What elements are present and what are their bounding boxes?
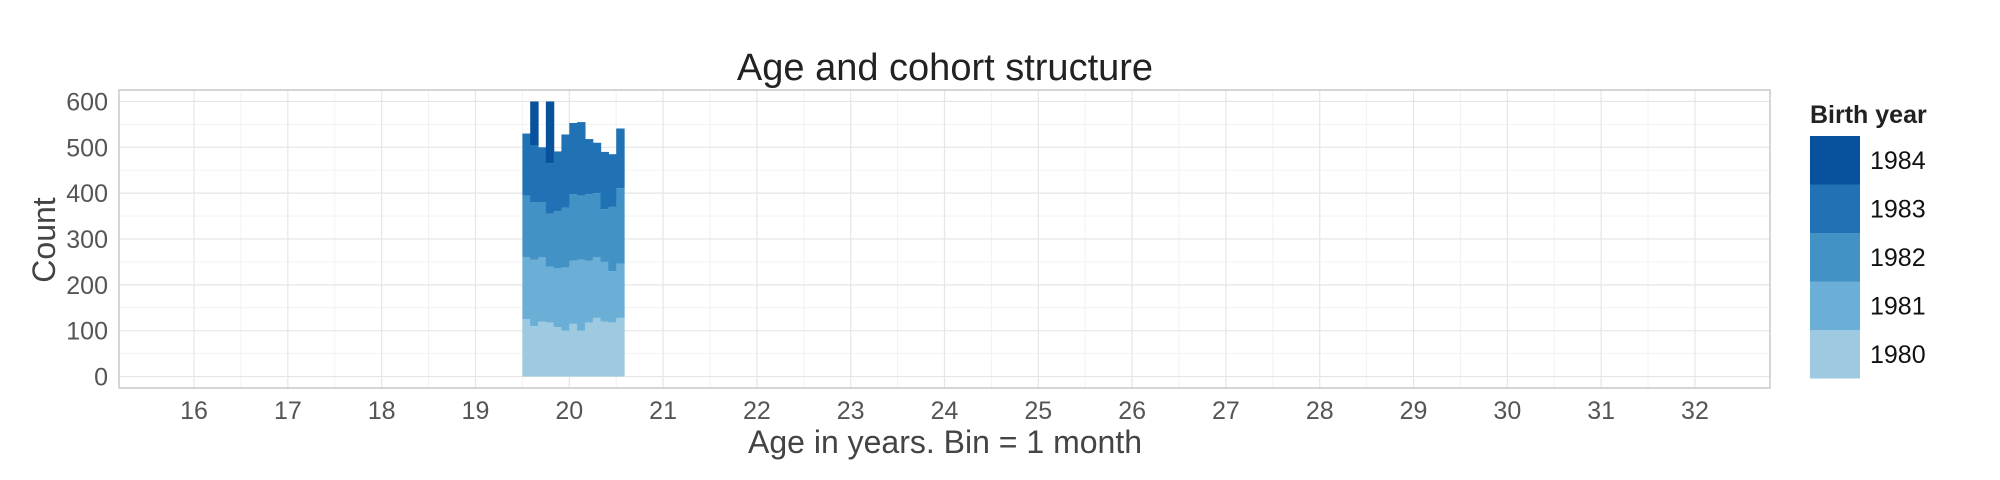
legend-label: 1981 (1870, 293, 1926, 321)
bar-segment-1983 (592, 142, 602, 194)
bar-segment-1980 (592, 317, 602, 377)
bar-segment-1980 (553, 327, 563, 377)
bar-segment-1982 (561, 207, 570, 268)
legend-label: 1980 (1870, 341, 1926, 369)
x-tick-label: 23 (837, 397, 865, 425)
bar-segment-1983 (530, 145, 539, 203)
bar-segment-1982 (608, 206, 617, 272)
y-tick-label: 100 (66, 318, 108, 346)
x-tick-label: 29 (1400, 397, 1428, 425)
bar-segment-1984 (545, 101, 555, 164)
grid-major (119, 90, 1770, 388)
bars (522, 101, 625, 377)
x-axis-ticks: 16 17 18 19 20 21 22 23 24 25 26 27 28 29 30 31 32 (180, 397, 1709, 425)
bar-segment-1983 (616, 128, 625, 189)
y-axis-title: Count (26, 197, 62, 283)
bar-segment-1982 (577, 195, 586, 260)
x-tick-label: 18 (368, 397, 396, 425)
bar-segment-1982 (545, 213, 555, 267)
bar-segment-1981 (592, 257, 602, 318)
chart-title: Age and cohort structure (737, 47, 1153, 89)
x-tick-label: 20 (555, 397, 583, 425)
bar-segment-1981 (600, 261, 609, 322)
y-tick-label: 400 (66, 180, 108, 208)
y-tick-label: 500 (66, 134, 108, 162)
x-tick-label: 21 (649, 397, 677, 425)
bar-segment-1983 (600, 151, 609, 210)
bar-segment-1980 (530, 326, 539, 377)
bar-segment-1981 (530, 259, 539, 327)
x-tick-label: 25 (1024, 397, 1052, 425)
bar-segment-1981 (608, 271, 617, 323)
bar-segment-1981 (569, 260, 578, 324)
bar-segment-1980 (545, 322, 555, 377)
bar-segment-1980 (600, 321, 609, 377)
bar-segment-1984 (530, 101, 539, 146)
bar-segment-1983 (584, 139, 594, 195)
x-tick-label: 16 (180, 397, 208, 425)
y-tick-label: 600 (66, 88, 108, 116)
bar-segment-1983 (545, 163, 555, 214)
legend-swatch (1810, 281, 1860, 330)
y-axis-ticks: 0 100 200 300 400 500 600 (66, 88, 108, 391)
x-tick-label: 31 (1587, 397, 1615, 425)
legend-label: 1983 (1870, 196, 1926, 224)
bar-segment-1983 (608, 154, 617, 207)
bar-segment-1983 (577, 122, 586, 196)
x-tick-label: 22 (743, 397, 771, 425)
legend-label: 1984 (1870, 147, 1926, 175)
bar-segment-1982 (616, 188, 625, 264)
legend-title: Birth year (1810, 101, 1927, 129)
bar-segment-1980 (584, 322, 594, 377)
bar-segment-1983 (537, 147, 547, 203)
bar-segment-1981 (561, 267, 570, 331)
legend-swatch (1810, 136, 1860, 185)
legend-swatch (1810, 184, 1860, 233)
bar-segment-1982 (584, 194, 594, 261)
legend-label: 1982 (1870, 244, 1926, 272)
bar-segment-1982 (592, 193, 602, 258)
bar-segment-1980 (577, 330, 586, 377)
bar-segment-1982 (569, 194, 578, 261)
bar-segment-1980 (616, 317, 625, 377)
x-tick-label: 32 (1681, 397, 1709, 425)
bar-segment-1981 (577, 259, 586, 331)
bar-segment-1982 (553, 211, 563, 269)
legend: Birth year 1984 1983 1982 1981 1980 (1810, 101, 1927, 379)
bar-segment-1983 (569, 123, 578, 195)
bar-segment-1981 (616, 263, 625, 318)
bar-segment-1983 (561, 134, 570, 208)
x-tick-label: 17 (274, 397, 302, 425)
bar-segment-1983 (553, 151, 563, 212)
bar-segment-1982 (522, 195, 531, 258)
bar-segment-1980 (537, 321, 547, 377)
bar-segment-1981 (537, 257, 547, 322)
y-tick-label: 200 (66, 272, 108, 300)
legend-swatch (1810, 233, 1860, 282)
x-tick-label: 30 (1493, 397, 1521, 425)
bar-segment-1981 (553, 268, 563, 328)
bar-segment-1980 (608, 322, 617, 377)
y-tick-label: 300 (66, 226, 108, 254)
bar-segment-1983 (522, 133, 531, 196)
legend-swatch (1810, 330, 1860, 379)
bar-segment-1982 (530, 202, 539, 260)
x-tick-label: 19 (462, 397, 490, 425)
bar-segment-1982 (537, 202, 547, 258)
y-tick-label: 0 (94, 364, 108, 392)
x-tick-label: 24 (931, 397, 959, 425)
bar-segment-1981 (584, 260, 594, 323)
bar-segment-1981 (522, 257, 531, 320)
bar-segment-1982 (600, 209, 609, 262)
bar-segment-1980 (561, 330, 570, 377)
bar-segment-1980 (569, 323, 578, 377)
x-tick-label: 26 (1118, 397, 1146, 425)
x-tick-label: 28 (1306, 397, 1334, 425)
x-tick-label: 27 (1212, 397, 1240, 425)
x-axis-title: Age in years. Bin = 1 month (748, 424, 1142, 460)
bar-segment-1981 (545, 266, 555, 323)
panel-border (118, 89, 1771, 389)
bar-segment-1980 (522, 319, 531, 377)
